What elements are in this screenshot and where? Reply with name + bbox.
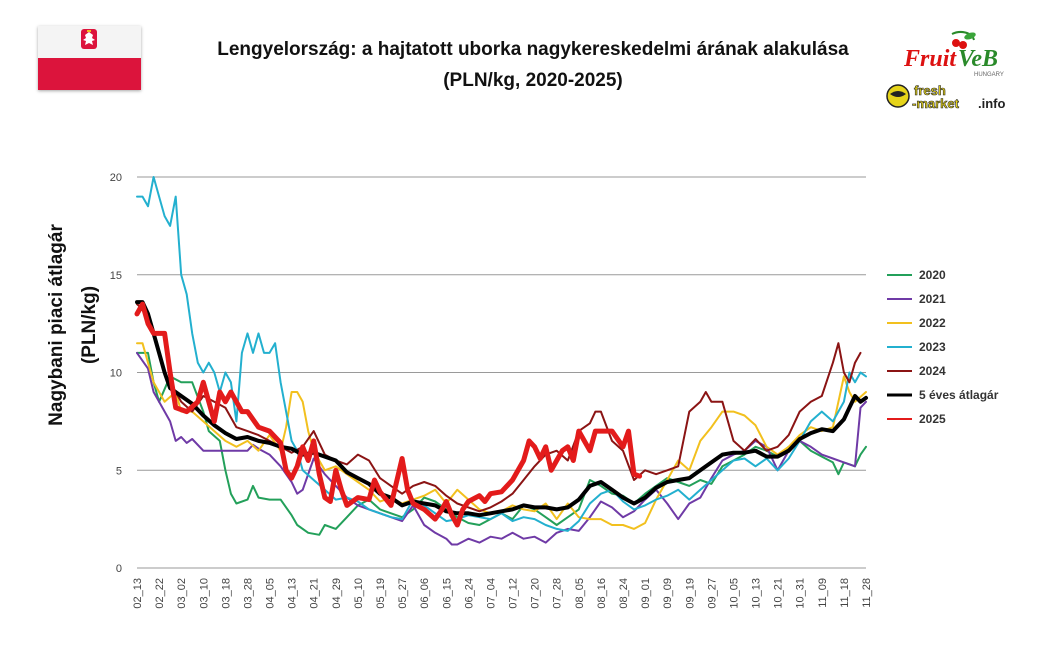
x-tick-label: 07_04 <box>485 578 497 609</box>
fruitveb-logo: Fruit VeB HUNGARY <box>900 30 1010 78</box>
x-tick-label: 06_15 <box>441 578 453 609</box>
x-tick-label: 09_27 <box>706 578 718 609</box>
x-tick-label: 08_05 <box>574 578 586 609</box>
legend-label-2021: 2021 <box>919 292 946 306</box>
x-tick-label: 09_09 <box>662 578 674 609</box>
legend-label-2024: 2024 <box>919 364 946 378</box>
x-tick-label: 03_28 <box>242 578 254 609</box>
x-tick-label: 10_13 <box>751 578 763 609</box>
y-tick-labels: 0 5 10 15 20 <box>110 172 122 575</box>
y-tick-label: 15 <box>110 270 122 282</box>
chart-subtitle: (PLN/kg, 2020-2025) <box>443 70 623 91</box>
x-tick-label: 09_01 <box>640 578 652 609</box>
x-tick-label: 05_27 <box>397 578 409 609</box>
x-tick-label: 02_13 <box>132 578 144 609</box>
series-line-2020 <box>136 351 867 536</box>
x-tick-label: 04_29 <box>331 578 343 609</box>
x-tick-label: 07_28 <box>552 578 564 609</box>
freshmarket-line1: fresh <box>914 83 946 98</box>
y-axis-label-line2: (PLN/kg) <box>79 286 100 364</box>
x-tick-label: 02_22 <box>154 578 166 609</box>
series-line-2021 <box>136 351 867 546</box>
y-tick-label: 20 <box>110 172 122 184</box>
y-tick-label: 5 <box>116 465 122 477</box>
x-tick-label: 05_19 <box>375 578 387 609</box>
x-tick-label: 03_02 <box>176 578 188 609</box>
chart-title: Lengyelország: a hajtatott uborka nagyke… <box>217 39 849 60</box>
fruitveb-word-fruit: Fruit <box>903 46 957 72</box>
series-lines <box>134 176 868 546</box>
x-tick-label: 11_09 <box>817 578 829 608</box>
fruitveb-hungary: HUNGARY <box>974 72 1004 78</box>
x-tick-label: 04_13 <box>287 578 299 609</box>
legend-label-2022: 2022 <box>919 316 946 330</box>
series-line-2022 <box>136 342 867 530</box>
x-tick-label: 03_10 <box>198 578 210 609</box>
x-tick-labels: 02_13 02_22 03_02 03_10 03_18 03_28 04_05 04_13… <box>132 578 873 609</box>
series-line-2023 <box>136 176 867 532</box>
x-tick-label: 06_06 <box>419 578 431 609</box>
y-axis-label-line1: Nagybani piaci átlagár <box>46 224 67 426</box>
flag-red-stripe <box>38 58 141 90</box>
eagle-emblem-icon <box>81 29 97 49</box>
y-tick-label: 0 <box>116 563 122 575</box>
x-tick-label: 11_28 <box>861 578 873 608</box>
x-tick-label: 10_05 <box>728 578 740 609</box>
y-axis-label: Nagybani piaci átlagár (PLN/kg) <box>46 224 100 426</box>
x-tick-label: 03_18 <box>220 578 232 609</box>
legend-label-avg: 5 éves átlagár <box>919 388 999 402</box>
x-tick-label: 04_05 <box>265 578 277 609</box>
x-tick-label: 07_20 <box>530 578 542 609</box>
x-tick-label: 08_16 <box>596 578 608 609</box>
series-line-2025 <box>134 301 643 528</box>
freshmarket-logo: fresh -market .info <box>884 82 1024 112</box>
legend-label-2025: 2025 <box>919 412 946 426</box>
x-tick-label: 10_31 <box>795 578 807 609</box>
freshmarket-line2: -market <box>912 96 960 111</box>
x-tick-label: 06_24 <box>463 578 475 609</box>
x-tick-label: 11_18 <box>839 578 851 608</box>
poland-flag <box>38 26 141 90</box>
x-tick-label: 10_21 <box>773 578 785 609</box>
x-tick-label: 08_24 <box>618 578 630 609</box>
grid-lines <box>137 176 866 569</box>
x-tick-label: 07_12 <box>508 578 520 609</box>
legend-label-2020: 2020 <box>919 268 946 282</box>
flag-white-stripe <box>38 26 141 58</box>
series-line-avg <box>135 300 868 518</box>
x-tick-label: 04_21 <box>309 578 321 609</box>
freshmarket-suffix: .info <box>978 96 1005 111</box>
x-tick-label: 09_19 <box>684 578 696 609</box>
legend: 2020 2021 2022 2023 2024 5 éves átlagár 2025 <box>887 268 999 426</box>
x-tick-label: 05_10 <box>353 578 365 609</box>
y-tick-label: 10 <box>110 368 122 380</box>
series-line-2024 <box>136 303 862 513</box>
fruitveb-word-veb: VeB <box>958 46 998 72</box>
legend-label-2023: 2023 <box>919 340 946 354</box>
